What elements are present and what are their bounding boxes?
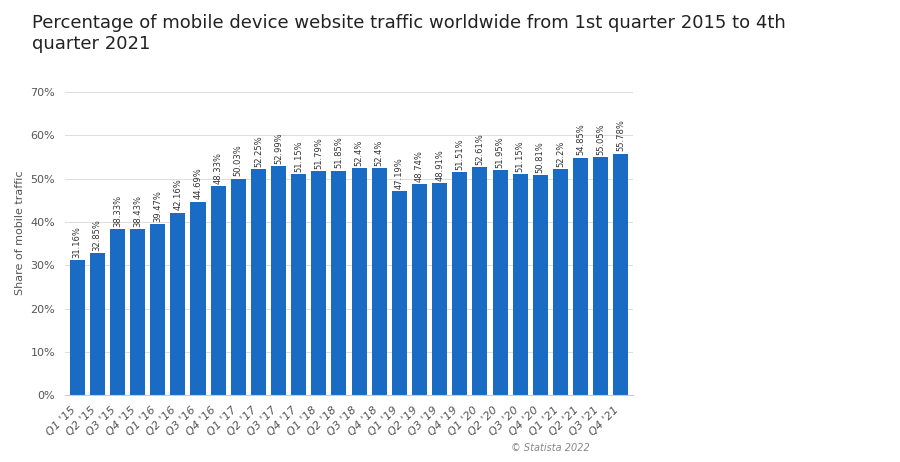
Bar [311,171,327,395]
Bar [291,174,306,395]
Text: 50.81%: 50.81% [536,141,544,173]
Text: 54.85%: 54.85% [576,124,585,156]
Text: 39.47%: 39.47% [153,190,162,222]
Text: 52.99%: 52.99% [274,132,283,164]
Text: 51.15%: 51.15% [516,140,525,171]
Bar [432,183,447,395]
Text: 52.4%: 52.4% [374,140,383,166]
Text: 44.69%: 44.69% [194,168,202,200]
Bar [392,191,407,395]
Text: 52.61%: 52.61% [475,134,484,165]
Bar [110,229,125,395]
Bar [271,166,286,395]
Text: 55.78%: 55.78% [616,120,625,152]
Bar [533,175,548,395]
Bar [230,178,246,395]
Text: 32.85%: 32.85% [93,219,102,251]
Bar [593,157,608,395]
Text: 51.85%: 51.85% [335,137,344,169]
Bar [614,154,628,395]
Text: 52.4%: 52.4% [355,140,364,166]
Bar [372,168,387,395]
Bar [352,168,366,395]
Bar [553,169,568,395]
Text: 51.95%: 51.95% [496,136,505,168]
Text: 38.33%: 38.33% [112,195,122,227]
Bar [331,170,346,395]
Text: 51.51%: 51.51% [455,138,464,170]
Bar [90,253,104,395]
Text: 47.19%: 47.19% [395,157,404,188]
Bar [452,172,467,395]
Bar [492,170,508,395]
Bar [573,158,589,395]
Text: 51.79%: 51.79% [314,137,323,169]
Bar [412,184,427,395]
Text: 50.03%: 50.03% [234,145,243,176]
Bar [513,174,527,395]
Bar [251,169,266,395]
Bar [211,186,226,395]
Text: 48.33%: 48.33% [213,152,222,184]
Bar [150,224,166,395]
Text: 52.2%: 52.2% [556,140,565,167]
Bar [69,260,85,395]
Text: 31.16%: 31.16% [73,226,82,258]
Text: 48.74%: 48.74% [415,150,424,182]
Text: © Statista 2022: © Statista 2022 [511,443,590,453]
Text: 51.15%: 51.15% [294,140,303,171]
Y-axis label: Share of mobile traffic: Share of mobile traffic [15,170,25,295]
Text: 52.25%: 52.25% [254,135,263,167]
Bar [170,213,185,395]
Bar [130,229,145,395]
Bar [191,201,205,395]
Text: 48.91%: 48.91% [435,149,444,181]
Text: 38.43%: 38.43% [133,195,142,226]
Text: 42.16%: 42.16% [174,179,183,210]
Bar [472,167,488,395]
Text: Percentage of mobile device website traffic worldwide from 1st quarter 2015 to 4: Percentage of mobile device website traf… [32,14,785,53]
Text: 55.05%: 55.05% [597,123,606,155]
